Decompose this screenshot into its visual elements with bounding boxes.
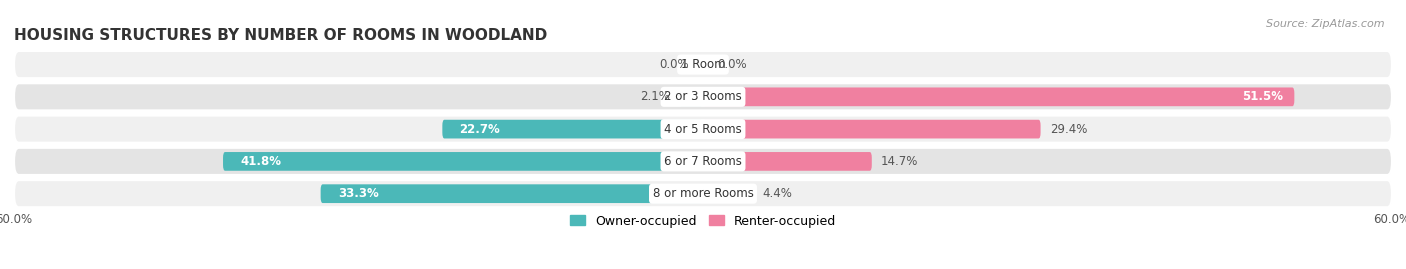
FancyBboxPatch shape — [679, 87, 703, 106]
Text: 22.7%: 22.7% — [460, 123, 501, 136]
FancyBboxPatch shape — [703, 87, 1295, 106]
Legend: Owner-occupied, Renter-occupied: Owner-occupied, Renter-occupied — [565, 210, 841, 233]
FancyBboxPatch shape — [14, 148, 1392, 175]
Text: Source: ZipAtlas.com: Source: ZipAtlas.com — [1267, 19, 1385, 29]
Text: 33.3%: 33.3% — [337, 187, 378, 200]
Text: HOUSING STRUCTURES BY NUMBER OF ROOMS IN WOODLAND: HOUSING STRUCTURES BY NUMBER OF ROOMS IN… — [14, 28, 547, 43]
Text: 41.8%: 41.8% — [240, 155, 281, 168]
FancyBboxPatch shape — [703, 152, 872, 171]
FancyBboxPatch shape — [443, 120, 703, 139]
FancyBboxPatch shape — [224, 152, 703, 171]
FancyBboxPatch shape — [14, 180, 1392, 207]
Text: 8 or more Rooms: 8 or more Rooms — [652, 187, 754, 200]
FancyBboxPatch shape — [703, 120, 1040, 139]
Text: 2.1%: 2.1% — [640, 90, 669, 103]
Text: 4.4%: 4.4% — [762, 187, 793, 200]
Text: 4 or 5 Rooms: 4 or 5 Rooms — [664, 123, 742, 136]
FancyBboxPatch shape — [14, 83, 1392, 110]
FancyBboxPatch shape — [14, 116, 1392, 143]
Text: 51.5%: 51.5% — [1241, 90, 1282, 103]
Text: 29.4%: 29.4% — [1050, 123, 1087, 136]
Text: 1 Room: 1 Room — [681, 58, 725, 71]
FancyBboxPatch shape — [14, 51, 1392, 78]
FancyBboxPatch shape — [321, 184, 703, 203]
Text: 14.7%: 14.7% — [882, 155, 918, 168]
Text: 6 or 7 Rooms: 6 or 7 Rooms — [664, 155, 742, 168]
FancyBboxPatch shape — [703, 184, 754, 203]
Text: 0.0%: 0.0% — [659, 58, 689, 71]
Text: 0.0%: 0.0% — [717, 58, 747, 71]
Text: 2 or 3 Rooms: 2 or 3 Rooms — [664, 90, 742, 103]
